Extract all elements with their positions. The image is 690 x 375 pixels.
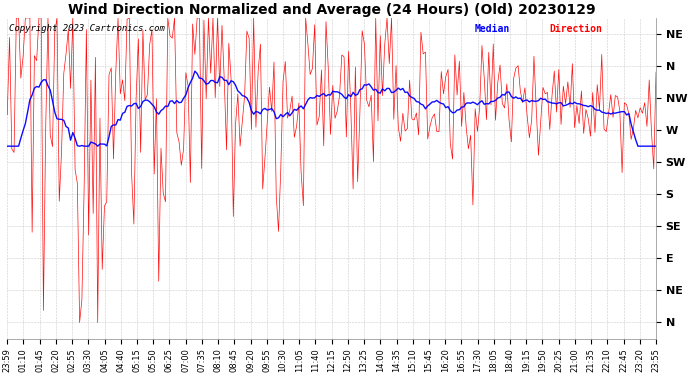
- Text: Copyright 2023 Cartronics.com: Copyright 2023 Cartronics.com: [8, 24, 164, 33]
- Title: Wind Direction Normalized and Average (24 Hours) (Old) 20230129: Wind Direction Normalized and Average (2…: [68, 3, 595, 17]
- Text: Median: Median: [474, 24, 510, 34]
- Text: Direction: Direction: [549, 24, 602, 34]
